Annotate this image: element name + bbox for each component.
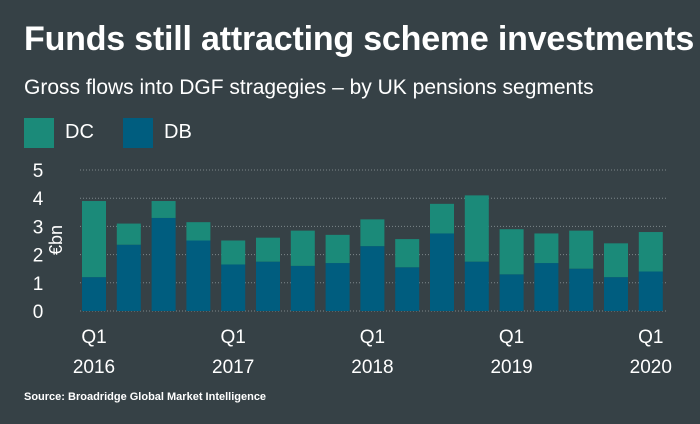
x-tick-label-quarter-4: Q1 (221, 327, 246, 348)
x-tick-label-year-8: 2018 (351, 357, 393, 378)
x-tick-label-year-4: 2017 (212, 357, 254, 378)
bar-dc-11 (464, 195, 489, 262)
y-tick-label-4: 4 (33, 189, 44, 210)
x-tick-label-year-16: 2020 (630, 357, 672, 378)
bar-dc-2 (151, 201, 176, 218)
bar-dc-13 (534, 233, 559, 264)
x-tick-label-quarter-12: Q1 (499, 327, 524, 348)
bar-db-1 (116, 244, 141, 311)
bar-db-2 (151, 217, 176, 311)
x-tick-label-quarter-16: Q1 (638, 327, 663, 348)
y-tick-label-2: 2 (33, 246, 44, 267)
bar-dc-4 (221, 240, 246, 265)
bar-db-6 (290, 265, 315, 311)
chart-title: Funds still attracting scheme investment… (24, 20, 695, 58)
x-tick-label-year-0: 2016 (73, 357, 115, 378)
x-tick-label-quarter-8: Q1 (360, 327, 385, 348)
bar-db-15 (604, 277, 628, 311)
bar-dc-1 (116, 223, 141, 245)
bar-db-7 (325, 263, 350, 311)
bar-dc-10 (430, 203, 454, 234)
bar-dc-6 (290, 230, 315, 266)
bar-dc-16 (638, 232, 663, 272)
bar-db-12 (499, 274, 524, 311)
y-tick-label-0: 0 (33, 302, 44, 323)
bar-db-0 (82, 277, 106, 311)
y-tick-label-3: 3 (33, 217, 44, 238)
bar-db-10 (430, 233, 454, 311)
bar-db-11 (464, 261, 489, 311)
legend-swatch-db (123, 118, 153, 148)
source-note: Source: Broadridge Global Market Intelli… (24, 391, 267, 403)
bar-db-14 (569, 268, 594, 311)
legend-swatch-dc (24, 118, 54, 148)
y-tick-label-5: 5 (33, 161, 44, 182)
bar-dc-8 (360, 219, 385, 247)
x-tick-label-year-12: 2019 (490, 357, 532, 378)
bar-dc-7 (325, 234, 350, 264)
bar-db-16 (638, 271, 663, 311)
bar-db-5 (256, 261, 280, 311)
bar-dc-3 (186, 222, 211, 241)
bar-db-4 (221, 264, 246, 311)
y-axis-label: €bn (46, 225, 66, 255)
chart-subtitle: Gross flows into DGF stragegies – by UK … (24, 76, 594, 99)
bar-dc-15 (604, 243, 628, 278)
legend-label-db: DB (164, 121, 192, 143)
y-tick-label-1: 1 (33, 274, 44, 295)
bar-dc-14 (569, 230, 594, 269)
bar-db-9 (395, 267, 420, 311)
bar-dc-0 (82, 201, 106, 278)
bar-dc-5 (256, 237, 280, 262)
x-tick-label-quarter-0: Q1 (81, 327, 106, 348)
bar-db-8 (360, 246, 385, 311)
bar-dc-9 (395, 239, 420, 268)
legend-label-dc: DC (65, 121, 94, 143)
bar-dc-12 (499, 229, 524, 275)
bar-db-3 (186, 240, 211, 311)
bar-db-13 (534, 263, 559, 311)
